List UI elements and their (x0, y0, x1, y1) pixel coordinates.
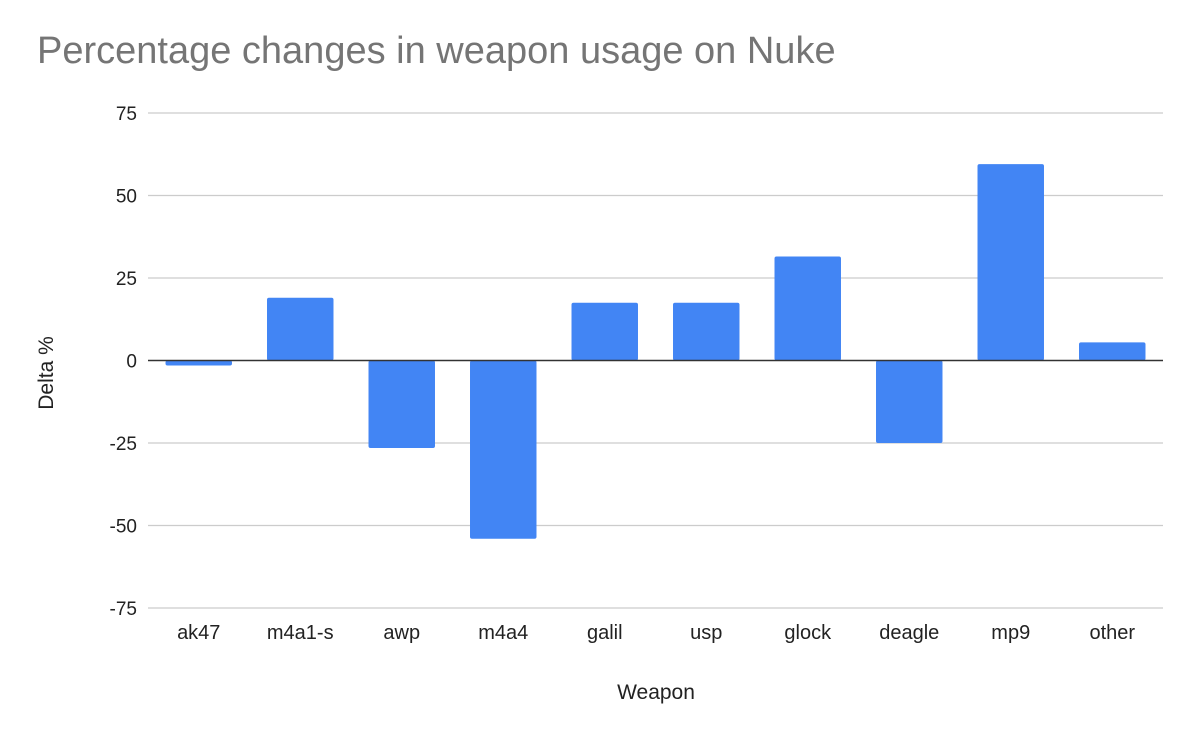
y-tick-label: 25 (116, 269, 137, 290)
x-tick-label: glock (784, 622, 832, 644)
bar (165, 360, 232, 366)
bar (267, 297, 334, 361)
y-tick-label: 0 (126, 352, 137, 373)
bar (368, 360, 435, 448)
x-tick-label: galil (587, 622, 623, 644)
x-axis-title: Weapon (617, 681, 695, 704)
bar (977, 164, 1044, 361)
x-tick-label: mp9 (991, 622, 1030, 644)
gridlines (148, 112, 1163, 609)
bars (165, 164, 1146, 539)
x-tick-label: m4a4 (478, 622, 528, 644)
bar (571, 302, 638, 361)
y-tick-labels: 75 50 25 0 -25 -50 -75 (110, 104, 137, 620)
x-tick-label: other (1089, 622, 1135, 644)
bar (470, 360, 537, 539)
x-tick-label: ak47 (177, 622, 220, 644)
x-tick-label: awp (383, 622, 420, 644)
x-tick-label: deagle (879, 622, 939, 644)
bar (1079, 342, 1146, 361)
y-tick-label: -75 (110, 599, 137, 620)
y-tick-label: 75 (116, 104, 137, 125)
bar (673, 302, 740, 361)
y-axis-title: Delta % (35, 336, 58, 410)
y-tick-label: 50 (116, 187, 137, 208)
bar (774, 256, 841, 361)
y-tick-label: -50 (110, 517, 137, 538)
x-tick-labels: ak47 m4a1-s awp m4a4 galil usp glock deagle mp9 o… (177, 622, 1135, 644)
chart-title: Percentage changes in weapon usage on Nu… (37, 30, 836, 72)
y-tick-label: -25 (110, 434, 137, 455)
x-tick-label: m4a1-s (267, 622, 334, 644)
bar (876, 360, 943, 443)
x-tick-label: usp (690, 622, 722, 644)
